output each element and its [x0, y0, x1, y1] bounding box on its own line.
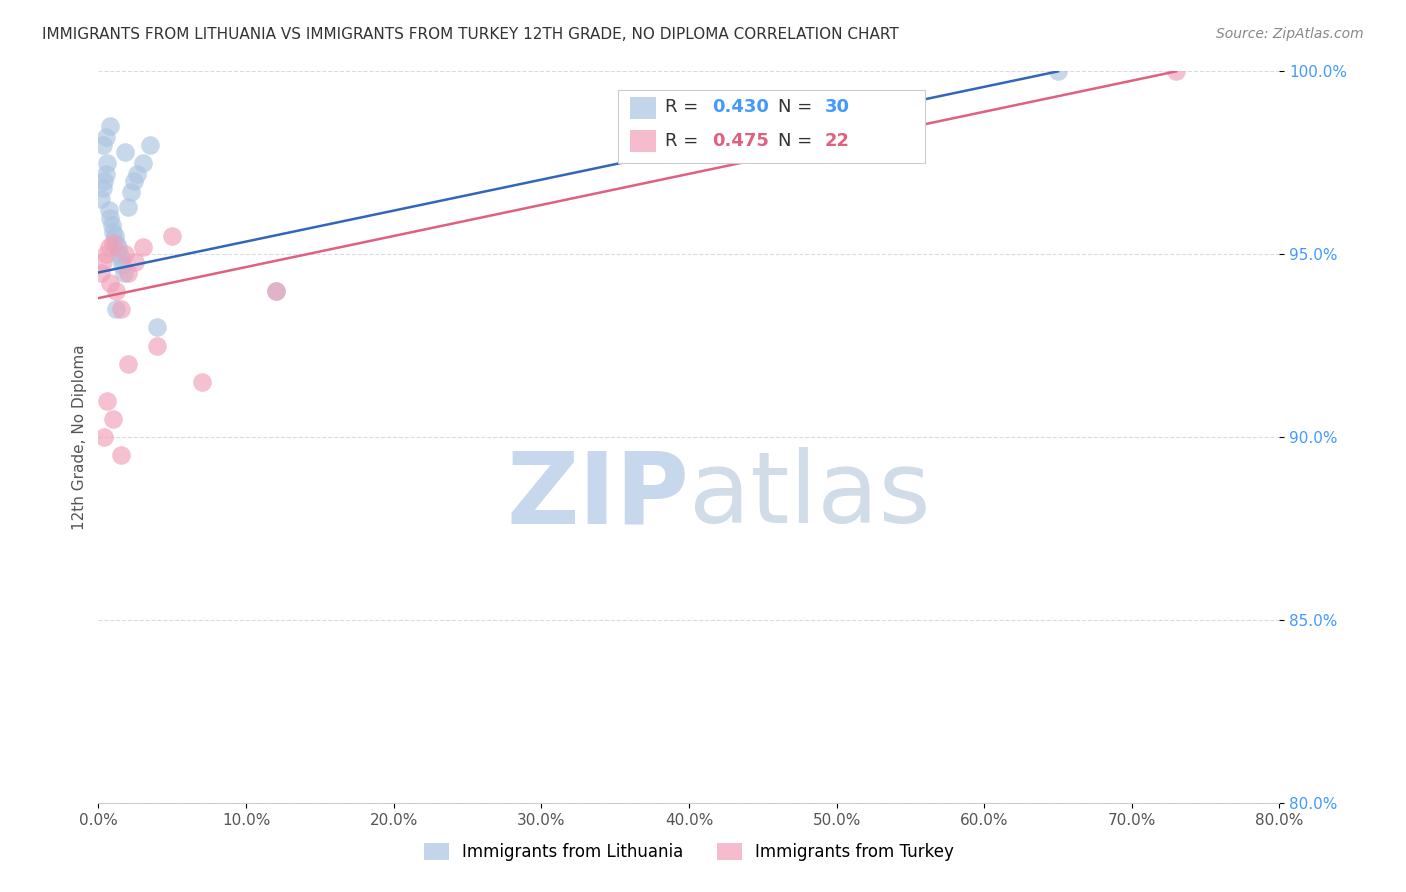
Point [107, 240, 129, 254]
Bar [630, 97, 655, 119]
Point [98, 120, 121, 134]
Point [108, 247, 131, 261]
Point [103, 412, 125, 426]
Legend: Immigrants from Lithuania, Immigrants from Turkey: Immigrants from Lithuania, Immigrants fr… [418, 836, 960, 868]
Point [91, 181, 114, 195]
Point [94, 247, 117, 261]
Point [96, 155, 118, 169]
Point [90, 266, 112, 280]
Point [122, 174, 145, 188]
Point [110, 251, 132, 265]
Point [117, 266, 139, 280]
Point [93, 430, 115, 444]
Point [110, 448, 132, 462]
Text: N =: N = [778, 98, 817, 116]
FancyBboxPatch shape [619, 90, 925, 163]
Y-axis label: 12th Grade, No Diploma: 12th Grade, No Diploma [72, 344, 87, 530]
Point [103, 236, 125, 251]
Point [146, 320, 169, 334]
Point [100, 218, 122, 232]
Point [1047, 64, 1070, 78]
Point [94, 130, 117, 145]
Point [98, 211, 121, 225]
Point [91, 137, 114, 152]
Text: ZIP: ZIP [506, 447, 689, 544]
Point [111, 258, 134, 272]
Point [97, 240, 120, 254]
Point [117, 200, 139, 214]
Text: atlas: atlas [689, 447, 931, 544]
Point [120, 185, 142, 199]
Point [110, 301, 132, 317]
Text: 0.475: 0.475 [713, 132, 769, 150]
Point [132, 155, 155, 169]
Text: IMMIGRANTS FROM LITHUANIA VS IMMIGRANTS FROM TURKEY 12TH GRADE, NO DIPLOMA CORRE: IMMIGRANTS FROM LITHUANIA VS IMMIGRANTS … [42, 27, 898, 42]
Point [162, 229, 183, 244]
Point [112, 266, 135, 280]
Text: 22: 22 [825, 132, 849, 150]
Bar [630, 130, 655, 152]
Point [90, 193, 112, 207]
Point [97, 203, 120, 218]
Point [125, 167, 148, 181]
Point [94, 167, 117, 181]
Point [105, 236, 128, 251]
Point [114, 145, 136, 159]
Point [139, 137, 162, 152]
Point [96, 393, 118, 408]
Text: R =: R = [665, 132, 704, 150]
Text: N =: N = [778, 132, 817, 150]
Point [132, 240, 155, 254]
Point [91, 254, 114, 268]
Point [103, 225, 125, 239]
Point [146, 339, 169, 353]
Text: Source: ZipAtlas.com: Source: ZipAtlas.com [1216, 27, 1364, 41]
Point [98, 277, 121, 291]
Point [117, 357, 139, 371]
Point [264, 284, 287, 298]
Point [1166, 64, 1188, 78]
Point [114, 247, 136, 261]
Point [124, 254, 146, 268]
Text: R =: R = [665, 98, 704, 116]
Text: 30: 30 [825, 98, 849, 116]
Point [264, 284, 287, 298]
Point [104, 229, 127, 244]
Point [93, 174, 115, 188]
Point [105, 301, 128, 317]
Point [105, 284, 128, 298]
Text: 0.430: 0.430 [713, 98, 769, 116]
Point [191, 376, 214, 390]
